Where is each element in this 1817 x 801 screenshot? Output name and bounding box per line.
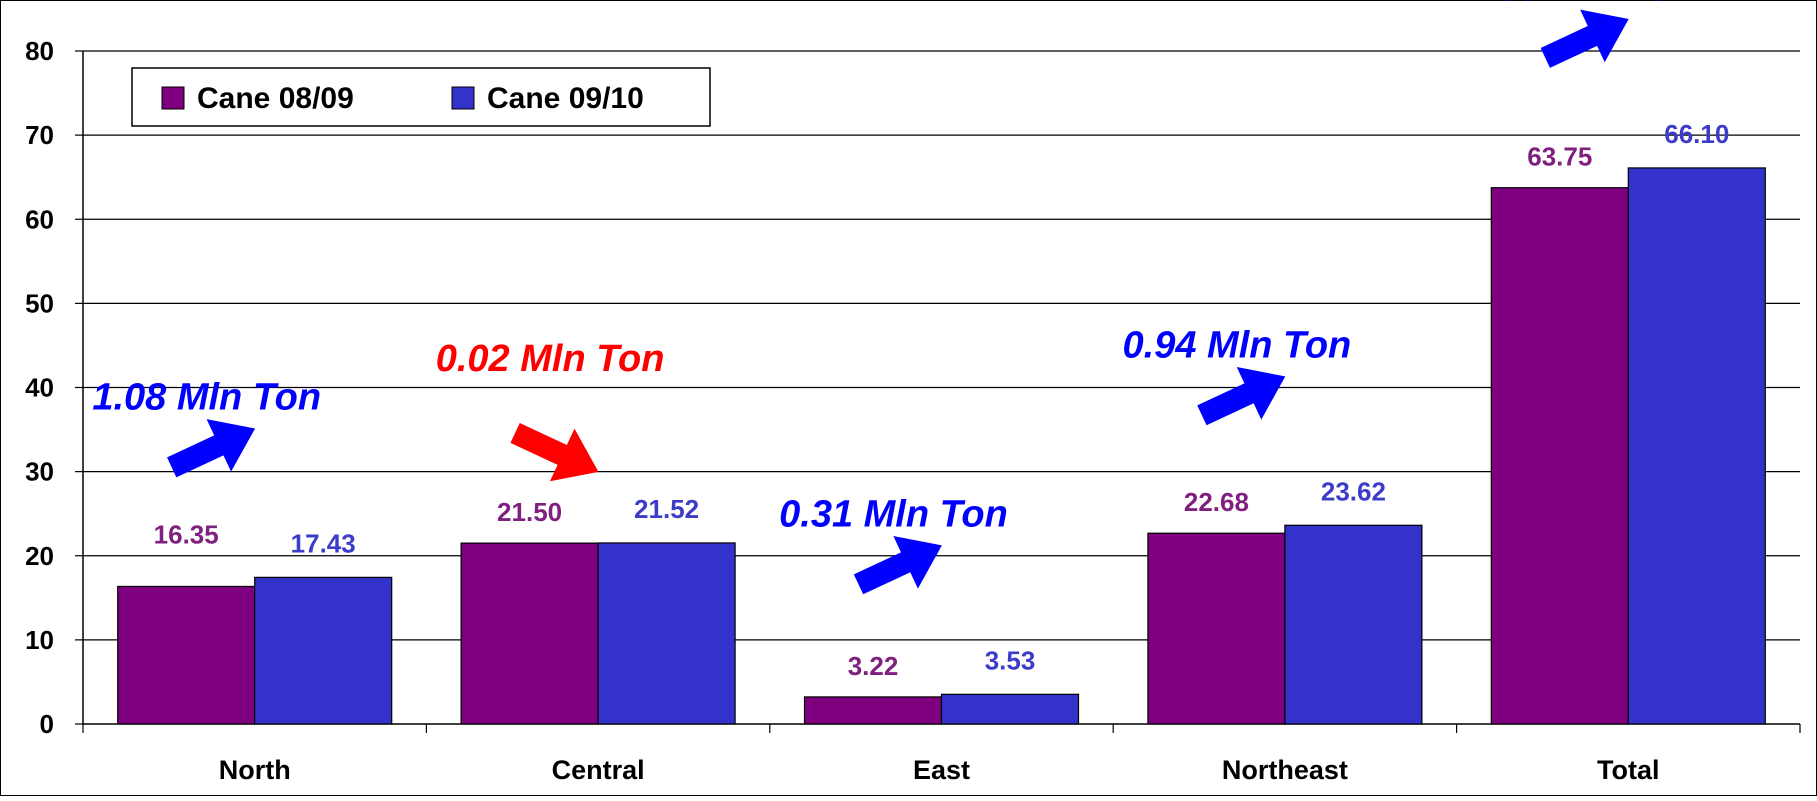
up-arrow-icon — [1540, 9, 1629, 68]
x-category-label: North — [219, 755, 291, 785]
data-label: 21.52 — [634, 494, 699, 524]
y-tick-label: 50 — [25, 288, 54, 318]
x-category-label: Central — [552, 755, 645, 785]
legend-label-series-2: Cane 09/10 — [487, 82, 644, 115]
change-annotation: 1.08 Mln Ton — [92, 376, 321, 418]
legend-swatch-series-1 — [161, 86, 185, 110]
y-tick-label: 30 — [25, 457, 54, 487]
up-arrow-icon — [1197, 367, 1286, 426]
change-annotation: 2.35 Mln Ton — [1465, 0, 1695, 9]
y-tick-label: 60 — [25, 204, 54, 234]
legend-box — [131, 67, 711, 127]
data-label: 3.53 — [985, 645, 1036, 675]
data-label: 17.43 — [291, 528, 356, 558]
data-label: 66.10 — [1664, 119, 1729, 149]
y-tick-label: 70 — [25, 120, 54, 150]
y-tick-label: 40 — [25, 373, 54, 403]
bar — [803, 696, 943, 725]
legend-label-series-1: Cane 08/09 — [197, 82, 354, 115]
bars — [117, 167, 1766, 725]
change-annotation: 0.02 Mln Ton — [436, 338, 665, 380]
up-arrow-icon — [853, 536, 942, 595]
x-category-label: Northeast — [1222, 755, 1348, 785]
data-label: 16.35 — [154, 519, 219, 549]
x-category-label: Total — [1597, 755, 1660, 785]
change-annotation: 0.94 Mln Ton — [1123, 324, 1352, 366]
change-annotation: 0.31 Mln Ton — [779, 493, 1008, 535]
bar — [1627, 167, 1766, 725]
data-label: 23.62 — [1321, 476, 1386, 506]
up-arrow-icon — [167, 419, 256, 478]
data-label: 3.22 — [848, 651, 899, 681]
bar — [1490, 187, 1629, 725]
legend-swatch-series-2 — [451, 86, 475, 110]
bar — [940, 693, 1080, 725]
y-tick-label: 80 — [25, 36, 54, 66]
bar — [597, 542, 736, 725]
bar — [1284, 524, 1423, 725]
data-label: 21.50 — [497, 497, 562, 527]
bar — [117, 585, 256, 725]
bar — [460, 542, 599, 725]
annotations: 1.08 Mln Ton 0.02 Mln Ton 0.31 Mln Ton 0.94… — [92, 0, 1695, 595]
y-tick-label: 20 — [25, 541, 54, 571]
legend: Cane 08/09 Cane 09/10 — [131, 67, 711, 127]
data-label: 63.75 — [1527, 142, 1592, 172]
bar — [254, 576, 393, 725]
down-arrow-icon — [510, 422, 599, 482]
y-tick-label: 10 — [25, 625, 54, 655]
data-label: 22.68 — [1184, 487, 1249, 517]
axes: 0 10 20 30 40 50 60 70 80 North Central East Northea… — [25, 36, 1801, 785]
y-tick-label: 0 — [40, 709, 54, 739]
x-category-label: East — [913, 755, 970, 785]
data-labels: 16.35 17.43 21.50 21.52 3.22 3.53 22.68 23.62 63… — [154, 119, 1730, 681]
bar — [1147, 532, 1286, 725]
